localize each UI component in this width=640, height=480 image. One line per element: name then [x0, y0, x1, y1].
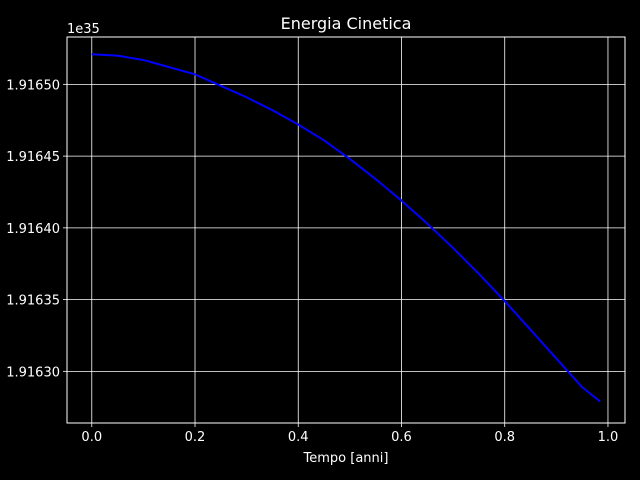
y-tick-label: 1.91650: [6, 78, 60, 93]
y-tick-label: 1.91640: [6, 222, 60, 237]
y-offset-label: 1e35: [67, 22, 100, 37]
x-tick-label: 0.8: [494, 430, 515, 445]
y-tick-label: 1.91630: [6, 365, 60, 380]
x-axis: 0.0 0.2 0.4 0.6 0.8 1.0: [81, 423, 618, 445]
chart-title: Energia Cinetica: [281, 14, 412, 33]
plot-background: [67, 37, 625, 423]
y-axis: 1.91630 1.91635 1.91640 1.91645 1.91650: [6, 78, 67, 380]
plot-frame: [66, 36, 626, 424]
x-tick-label: 0.6: [391, 430, 412, 445]
x-axis-label: Tempo [anni]: [303, 451, 389, 466]
y-tick-label: 1.91635: [6, 294, 60, 309]
x-tick-label: 1.0: [598, 430, 619, 445]
series-layer: [91, 53, 601, 403]
y-tick-label: 1.91645: [6, 150, 60, 165]
x-tick-label: 0.0: [81, 430, 102, 445]
x-tick-label: 0.2: [185, 430, 206, 445]
grid: [67, 37, 625, 423]
x-tick-label: 0.4: [288, 430, 309, 445]
series-line: [91, 53, 601, 403]
